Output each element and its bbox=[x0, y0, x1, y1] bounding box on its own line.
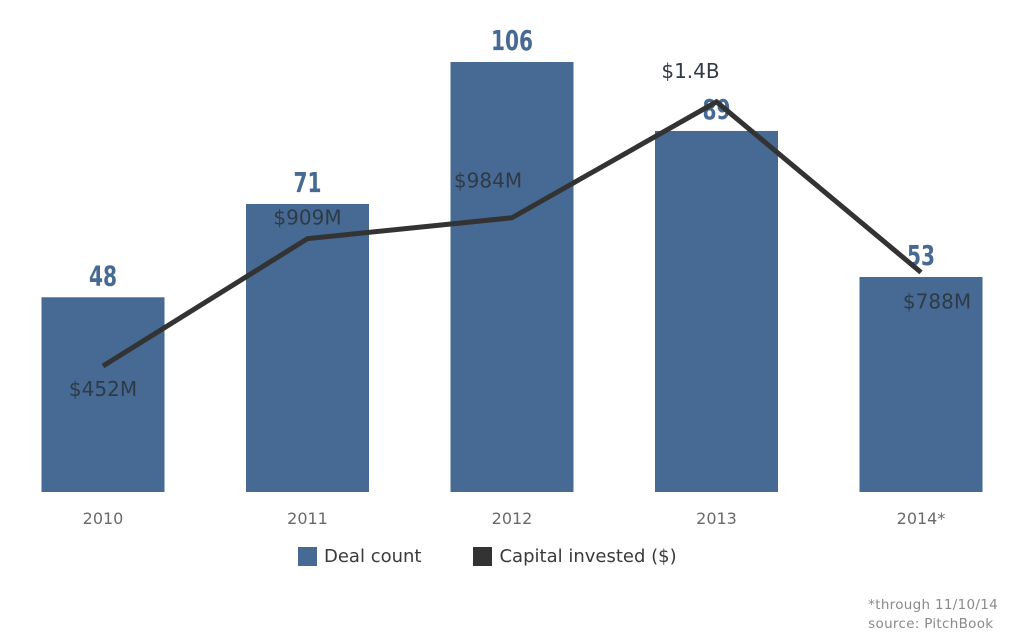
line-value-label-4: $788M bbox=[903, 289, 971, 313]
legend: Deal count Capital invested ($) bbox=[298, 546, 729, 567]
line-value-label-0: $452M bbox=[69, 377, 137, 401]
legend-label-deal-count: Deal count bbox=[324, 546, 422, 567]
bar-deal-count-2 bbox=[450, 62, 574, 492]
line-value-label-2: $984M bbox=[454, 169, 522, 193]
x-tick-label-3: 2013 bbox=[696, 509, 737, 528]
legend-item-capital-invested: Capital invested ($) bbox=[473, 546, 677, 567]
bar-deal-count-1 bbox=[246, 203, 369, 492]
bar-deal-count-3 bbox=[655, 130, 778, 492]
legend-label-capital-invested: Capital invested ($) bbox=[499, 546, 677, 567]
line-value-label-3: $1.4B bbox=[661, 59, 719, 83]
bar-value-label-1: 71 bbox=[293, 166, 321, 199]
bar-deal-count-4 bbox=[859, 277, 983, 492]
legend-swatch-deal-count bbox=[298, 547, 317, 566]
x-tick-label-0: 2010 bbox=[83, 509, 124, 528]
footnote-source: source: PitchBook bbox=[868, 616, 994, 632]
bar-deal-count-0 bbox=[41, 297, 165, 492]
bar-value-label-0: 48 bbox=[89, 259, 117, 292]
bar-value-label-2: 106 bbox=[491, 24, 533, 57]
legend-swatch-capital-invested bbox=[473, 547, 493, 566]
footnote-through-date: *through 11/10/14 bbox=[868, 597, 998, 613]
x-tick-label-1: 2011 bbox=[287, 509, 328, 528]
x-tick-label-4: 2014* bbox=[897, 509, 946, 528]
footnote: *through 11/10/14 source: PitchBook bbox=[868, 596, 998, 634]
line-capital-invested bbox=[101, 98, 923, 369]
line-value-label-1: $909M bbox=[273, 206, 341, 230]
x-tick-label-2: 2012 bbox=[492, 509, 533, 528]
legend-item-deal-count: Deal count bbox=[298, 546, 421, 567]
